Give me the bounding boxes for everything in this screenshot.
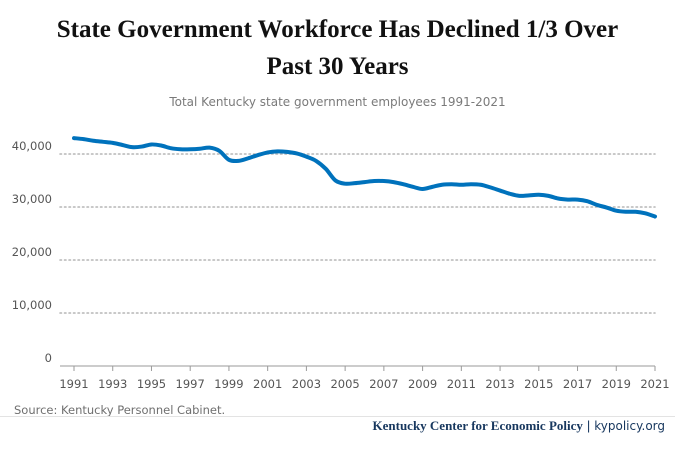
series-line-employees	[72, 136, 657, 219]
y-tick-label: 0	[45, 351, 52, 365]
credit-site-link[interactable]: kypolicy.org	[594, 419, 665, 433]
y-tick-label: 10,000	[12, 298, 52, 312]
x-tick-label: 1999	[214, 377, 243, 391]
x-tick-label: 1993	[98, 377, 127, 391]
chart-title-line-1: State Government Workforce Has Declined …	[56, 16, 619, 43]
footer-band	[0, 416, 675, 451]
x-tick-label: 2019	[602, 377, 631, 391]
x-tick-label: 1997	[176, 377, 205, 391]
x-tick-label: 2007	[369, 377, 398, 391]
x-tick-label: 2005	[330, 377, 359, 391]
gridlines	[59, 153, 656, 367]
y-tick-label: 40,000	[12, 139, 52, 153]
x-tick-label: 2003	[292, 377, 321, 391]
x-tick-label: 2011	[447, 377, 476, 391]
chart-subtitle: Total Kentucky state government employee…	[169, 95, 506, 109]
y-axis-ticks: 0 10,000 20,000 30,000 40,000	[12, 139, 52, 365]
x-axis-ticks: 1991 1993 1995 1997 1999 2001 2003 2005 2007 2009…	[59, 366, 670, 391]
x-tick-label: 1991	[59, 377, 88, 391]
x-tick-label: 2015	[524, 377, 553, 391]
credit-separator: |	[586, 418, 591, 433]
chart-title-line-2: Past 30 Years	[266, 53, 409, 80]
x-tick-label: 2013	[485, 377, 514, 391]
x-tick-label: 2001	[253, 377, 282, 391]
y-tick-label: 20,000	[12, 245, 52, 259]
y-tick-label: 30,000	[12, 192, 52, 206]
x-tick-label: 2017	[563, 377, 592, 391]
credit-line: Kentucky Center for Economic Policy | kypo…	[373, 418, 666, 434]
x-tick-label: 1995	[137, 377, 166, 391]
source-note: Source: Kentucky Personnel Cabinet.	[14, 403, 226, 417]
x-tick-label: 2021	[640, 377, 669, 391]
credit-organization: Kentucky Center for Economic Policy	[372, 418, 583, 433]
series-layer	[72, 136, 657, 219]
x-tick-label: 2009	[408, 377, 437, 391]
